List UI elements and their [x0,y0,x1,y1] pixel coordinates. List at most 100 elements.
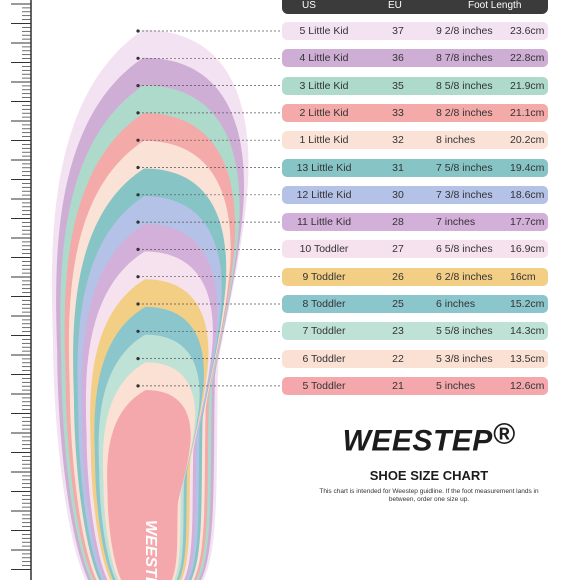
size-us: 11 Little Kid [296,216,352,229]
size-us: 4 Little Kid [299,52,349,65]
size-us: 2 Little Kid [299,106,349,119]
leader-dot [136,84,140,88]
table-row: 9 Toddler 26 6 2/8 inches 16cm [282,267,548,286]
foot-length-cm: 14.3cm [510,325,545,338]
table-row: 5 Little Kid 37 9 2/8 inches 23.6cm [282,22,548,40]
brand-name: WEESTEP [342,424,493,458]
foot-length-inches: 7 inches [436,216,476,229]
leader-dot [136,220,140,224]
size-us: 10 Toddler [299,243,349,256]
foot-length-inches: 7 3/8 inches [436,188,493,201]
leader-dot [136,302,140,306]
chart-title: SHOE SIZE CHART [369,468,489,483]
foot-length-inches: 8 7/8 inches [436,52,493,65]
table-header: US EU Foot Length [282,0,548,14]
size-eu: 32 [392,134,404,147]
foot-length-cm: 17.7cm [510,216,545,229]
insole-group [51,29,280,580]
measuring-ruler [11,0,32,580]
leader-dot [136,329,140,333]
size-eu: 31 [392,161,404,174]
foot-length-cm: 15.2cm [510,298,545,310]
header-us: US [302,0,316,11]
table-row: 12 Little Kid 30 7 3/8 inches 18.6cm [282,185,548,204]
foot-length-cm: 21.1cm [510,106,545,119]
leader-dot [136,29,140,33]
size-eu: 23 [392,325,404,338]
foot-length-cm: 12.6cm [510,379,545,392]
foot-length-inches: 5 5/8 inches [436,325,493,338]
leader-dot [136,275,140,279]
foot-length-inches: 5 3/8 inches [436,352,493,365]
size-eu: 21 [392,379,404,392]
ruler-ticks [11,0,32,580]
table-row: 5 Toddler 21 5 inches 12.6cm [282,376,548,395]
foot-length-cm: 21.9cm [510,79,545,92]
foot-length-cm: 22.8cm [510,52,545,65]
table-row: 11 Little Kid 28 7 inches 17.7cm [282,213,548,232]
leader-dot [136,384,140,388]
table-row: 3 Little Kid 35 8 5/8 inches 21.9cm [282,76,548,95]
sizing-note: This chart is intended for Weestep guidl… [319,488,539,503]
insole-brand-mark: WEESTEP [142,520,159,580]
table-row: 1 Little Kid 32 8 inches 20.2cm [282,131,548,150]
size-us: 3 Little Kid [299,79,349,92]
table-row: 7 Toddler 23 5 5/8 inches 14.3cm [282,322,548,341]
foot-length-inches: 5 inches [436,379,476,392]
foot-length-inches: 6 2/8 inches [436,270,493,283]
table-row: 6 Toddler 22 5 3/8 inches 13.5cm [282,349,548,368]
size-us: 13 Little Kid [296,161,352,174]
foot-length-cm: 23.6cm [510,25,545,37]
size-us: 6 Toddler [302,352,346,365]
foot-length-inches: 9 2/8 inches [436,25,493,37]
size-us: 9 Toddler [302,270,346,283]
foot-length-inches: 6 inches [436,298,476,310]
brand-logo: WEESTEP® [296,418,562,458]
foot-length-inches: 6 5/8 inches [436,243,493,256]
leader-dot [136,111,140,115]
foot-length-cm: 18.6cm [510,188,545,201]
foot-length-cm: 16cm [510,270,536,283]
size-eu: 30 [392,188,404,201]
foot-length-inches: 7 5/8 inches [436,161,493,174]
foot-length-cm: 19.4cm [510,161,545,174]
size-us: 8 Toddler [302,298,346,310]
size-us: 12 Little Kid [296,188,352,201]
leader-dot [136,138,140,142]
registered-mark: ® [492,418,516,451]
leader-dot [136,247,140,251]
foot-length-inches: 8 inches [436,134,476,147]
size-eu: 25 [392,298,404,310]
size-us: 5 Little Kid [299,25,349,37]
table-row: 4 Little Kid 36 8 7/8 inches 22.8cm [282,49,548,68]
size-eu: 28 [392,216,404,229]
table-row: 13 Little Kid 31 7 5/8 inches 19.4cm [282,158,548,177]
foot-length-cm: 20.2cm [510,134,545,147]
size-us: 5 Toddler [302,379,346,392]
insole-outline [107,390,191,580]
size-us: 1 Little Kid [299,134,349,147]
table-row: 8 Toddler 25 6 inches 15.2cm [282,295,548,313]
foot-length-inches: 8 5/8 inches [436,79,493,92]
leader-dot [136,56,140,60]
foot-length-cm: 16.9cm [510,243,545,256]
insole-stack-illustration: WEESTEP [51,29,280,580]
header-foot-length: Foot Length [468,0,522,11]
leader-dot [136,165,140,170]
size-eu: 27 [392,243,404,256]
leader-dot [136,193,140,197]
size-eu: 22 [392,352,404,365]
size-eu: 37 [392,25,404,37]
size-eu: 26 [392,270,404,283]
size-eu: 36 [392,52,404,65]
table-row: 10 Toddler 27 6 5/8 inches 16.9cm [282,240,548,259]
table-row: 2 Little Kid 33 8 2/8 inches 21.1cm [282,103,548,122]
size-eu: 35 [392,79,404,92]
header-eu: EU [388,0,402,11]
foot-length-cm: 13.5cm [510,352,545,365]
leader-dot [136,357,140,361]
size-eu: 33 [392,106,404,119]
size-us: 7 Toddler [302,325,346,338]
foot-length-inches: 8 2/8 inches [436,106,493,119]
